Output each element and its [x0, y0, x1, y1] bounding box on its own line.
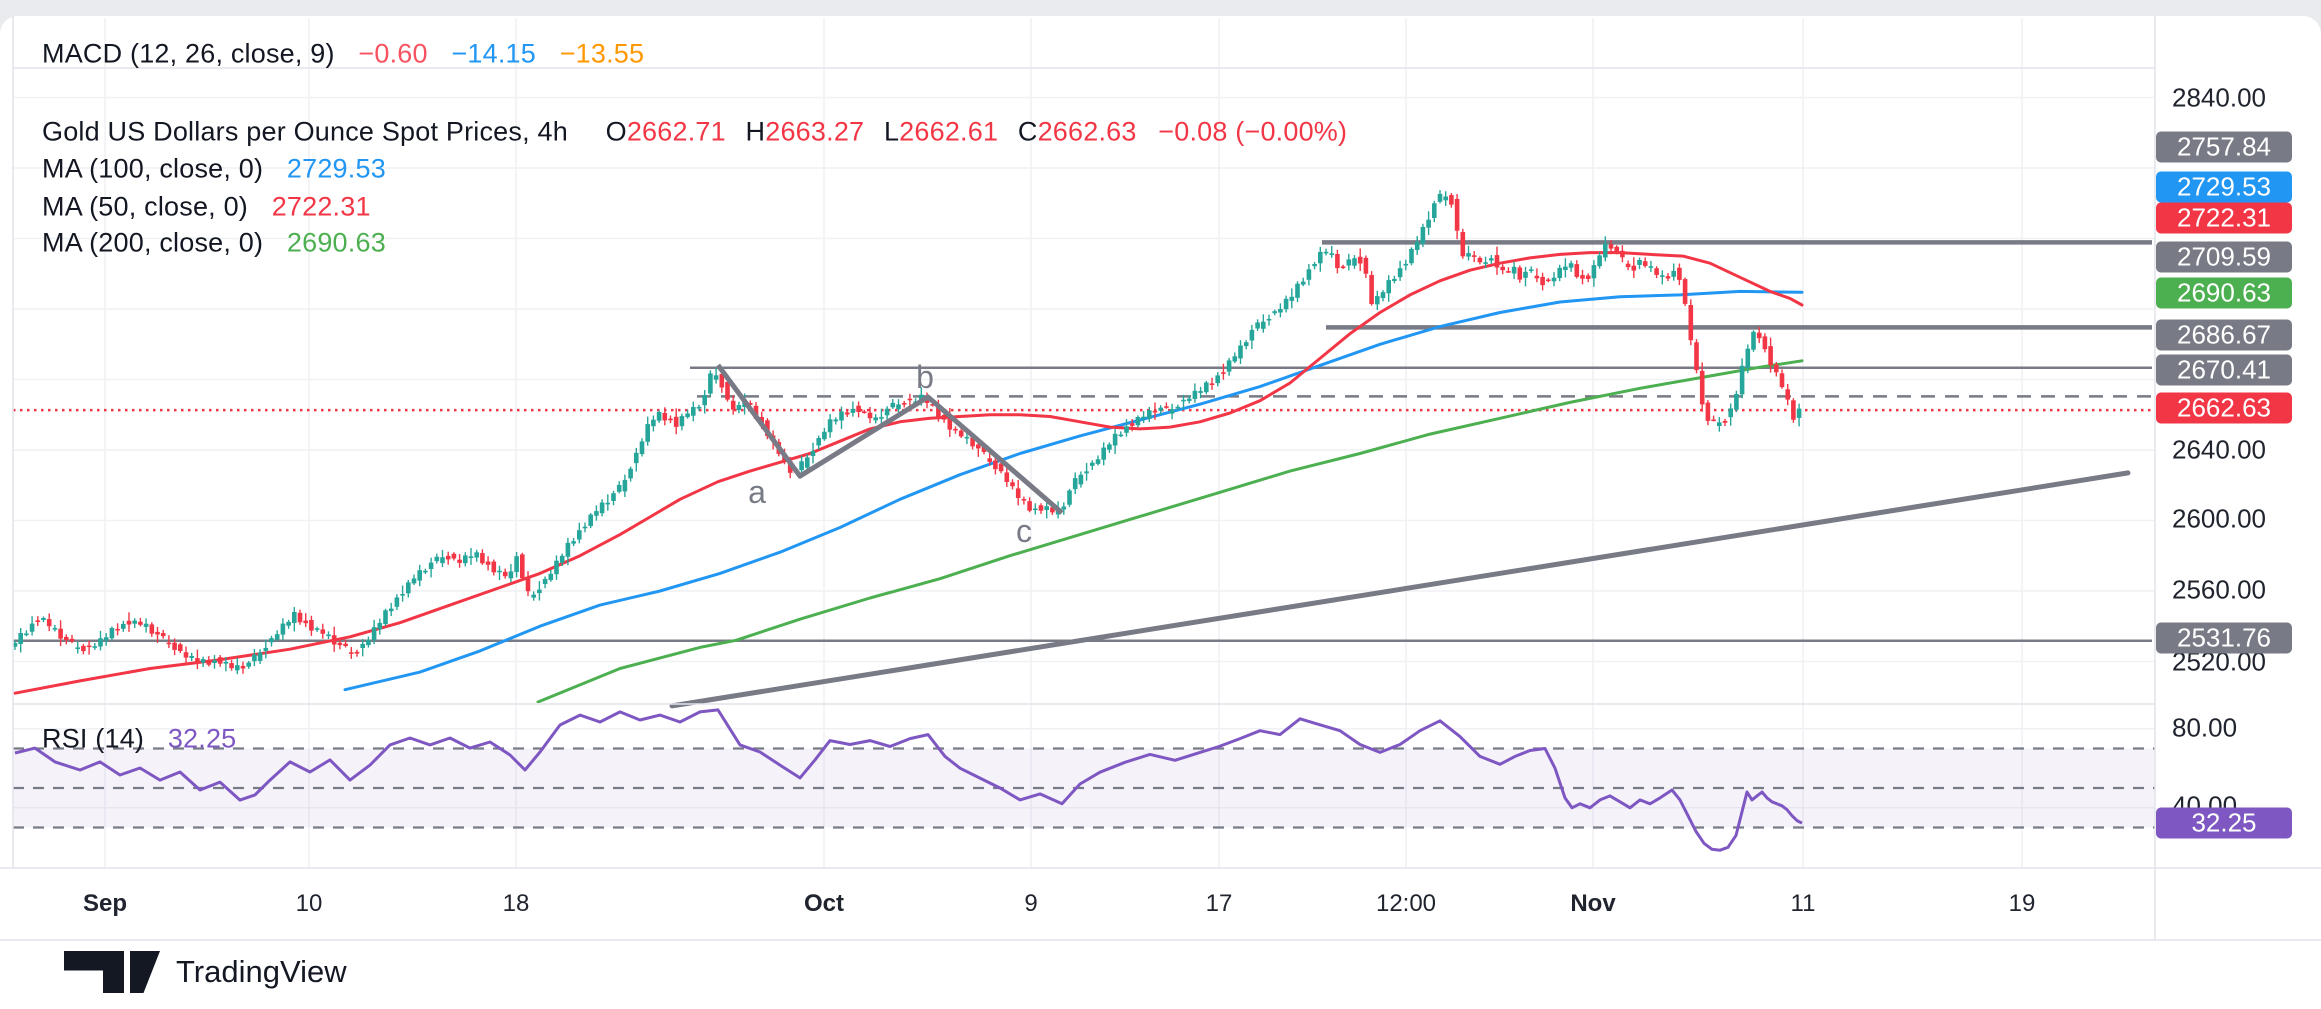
macd-legend-title: MACD (12, 26, close, 9)	[42, 38, 335, 69]
symbol-title: Gold US Dollars per Ounce Spot Prices, 4…	[42, 116, 568, 147]
macd-signal-value: −13.55	[559, 38, 645, 69]
price-badge: 2670.41	[2156, 354, 2292, 386]
price-badge: 2686.67	[2156, 319, 2292, 351]
price-badge: 2531.76	[2156, 622, 2292, 654]
price-scale[interactable]: 2840.00 2640.00 2600.00 2560.00 2520.00 80.00…	[2156, 16, 2321, 940]
ma-100-line	[343, 289, 1804, 692]
macd-line-value: −14.15	[451, 38, 536, 69]
symbol-legend-row[interactable]: Gold US Dollars per Ounce Spot Prices, 4…	[42, 117, 1347, 148]
price-scale-label: 80.00	[2172, 712, 2238, 743]
footer: TradingView	[64, 948, 347, 996]
abc-zigzag	[715, 363, 1064, 515]
time-tick-19: 19	[2008, 890, 2036, 917]
low-value: 2662.61	[899, 116, 999, 147]
ma200-legend-row[interactable]: MA (200, close, 0) 2690.63	[42, 228, 386, 259]
time-scale[interactable]: Sep 10 18 Oct 9 17 12:00 Nov 11 19	[0, 868, 2321, 940]
price-scale-label: 2640.00	[2172, 434, 2266, 465]
rsi-line	[14, 708, 1803, 852]
time-tick-17: 17	[1205, 890, 1233, 917]
rsi-legend-title: RSI (14)	[42, 723, 145, 754]
price-badge: 2690.63	[2156, 277, 2292, 309]
open-value: 2662.71	[626, 116, 726, 147]
macd-legend-row[interactable]: MACD (12, 26, close, 9) −0.60 −14.15 −13…	[42, 39, 644, 70]
wave-label-b: b	[916, 359, 934, 395]
change-value: −0.08 (−0.00%)	[1158, 116, 1348, 147]
price-badge: 2662.63	[2156, 392, 2292, 424]
wave-label-c: c	[1016, 513, 1032, 549]
ma-200-line	[536, 359, 1804, 703]
time-tick-18: 18	[502, 890, 530, 917]
ma200-legend-title: MA (200, close, 0)	[42, 227, 264, 258]
time-tick-nov: Nov	[1570, 890, 1616, 917]
time-tick-11: 11	[1790, 890, 1816, 917]
high-value: 2663.27	[765, 116, 865, 147]
price-badge: 2722.31	[2156, 202, 2292, 234]
candles	[13, 190, 1802, 675]
rsi-value: 32.25	[167, 723, 237, 754]
moving-averages	[13, 251, 1804, 703]
ma100-value: 2729.53	[286, 153, 386, 184]
ohlc-values: O2662.71 H2663.27 L2662.61 C2662.63	[605, 116, 1137, 147]
time-tick-10: 10	[295, 890, 323, 917]
time-tick-sep: Sep	[82, 890, 128, 917]
wave-label-a: a	[748, 474, 766, 510]
close-value: 2662.63	[1037, 116, 1137, 147]
ma200-value: 2690.63	[286, 227, 386, 258]
price-badge: 2709.59	[2156, 241, 2292, 273]
rsi-legend-row[interactable]: RSI (14) 32.25	[42, 724, 236, 755]
time-tick-oct: Oct	[803, 890, 845, 917]
ma100-legend-row[interactable]: MA (100, close, 0) 2729.53	[42, 154, 386, 185]
rsi-band	[13, 747, 2155, 829]
price-scale-label: 2600.00	[2172, 503, 2266, 534]
ma50-legend-title: MA (50, close, 0)	[42, 191, 248, 222]
gridlines	[13, 18, 2155, 868]
ma-50-line	[13, 251, 1804, 695]
drawn-levels	[13, 240, 2152, 643]
ma50-legend-row[interactable]: MA (50, close, 0) 2722.31	[42, 192, 371, 223]
time-tick-9: 9	[1024, 890, 1038, 917]
tradingview-logo-icon[interactable]	[64, 951, 160, 993]
price-scale-label: 2560.00	[2172, 574, 2266, 605]
ascending-trendline	[669, 470, 2131, 709]
price-badge: 2729.53	[2156, 171, 2292, 203]
chart-card	[0, 16, 2321, 1009]
price-scale-label: 2840.00	[2172, 82, 2266, 113]
pane-dividers	[0, 16, 2321, 941]
price-badge: 2757.84	[2156, 131, 2292, 163]
brand-name[interactable]: TradingView	[176, 954, 347, 989]
price-badge: 32.25	[2156, 807, 2292, 839]
time-tick-1200: 12:00	[1375, 890, 1437, 917]
macd-histogram-value: −0.60	[358, 38, 428, 69]
ma50-value: 2722.31	[271, 191, 371, 222]
ma100-legend-title: MA (100, close, 0)	[42, 153, 264, 184]
